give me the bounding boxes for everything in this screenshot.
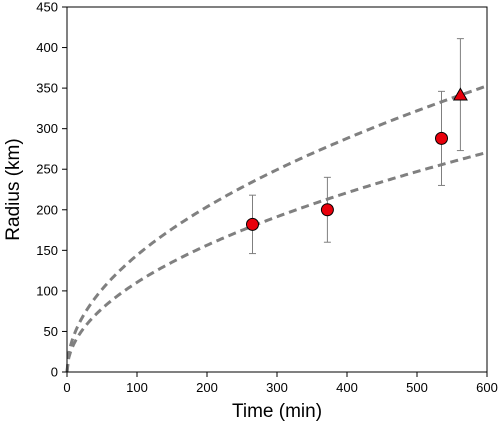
y-tick-label-350: 350 [36,81,58,96]
data-point-circle-2 [435,131,448,145]
x-axis-label: Time (min) [232,401,322,422]
y-tick-label-50: 50 [44,324,58,339]
y-tick-label-300: 300 [36,121,58,136]
fit-curve-1 [65,84,488,373]
x-tick-label-600: 600 [476,380,498,395]
data-point-circle-0 [246,217,259,231]
y-tick-label-200: 200 [36,202,58,217]
x-tick-label-500: 500 [406,380,428,395]
x-tick-label-300: 300 [266,380,288,395]
fit-curve-2 [65,151,488,373]
y-axis-ticks: 0 50 100 150 200 250 300 350 400 450 [36,0,67,380]
x-axis-ticks: 0 100 200 300 400 500 600 [63,372,498,395]
plot-frame [66,6,488,373]
fit-curves [65,84,488,373]
x-tick-label-100: 100 [126,380,148,395]
x-tick-label-0: 0 [63,380,70,395]
y-tick-label-450: 450 [36,0,58,15]
data-point-circle-1 [320,203,334,217]
data-point-triangle-0 [452,87,468,101]
x-tick-label-400: 400 [336,380,358,395]
y-tick-label-250: 250 [36,162,58,177]
x-tick-label-200: 200 [196,380,218,395]
y-tick-label-0: 0 [51,365,58,380]
y-tick-label-100: 100 [36,283,58,298]
y-tick-label-150: 150 [36,243,58,258]
data-points [246,87,468,231]
y-tick-label-400: 400 [36,40,58,55]
y-axis-label: Radius (km) [3,138,24,240]
error-bars [249,38,464,255]
